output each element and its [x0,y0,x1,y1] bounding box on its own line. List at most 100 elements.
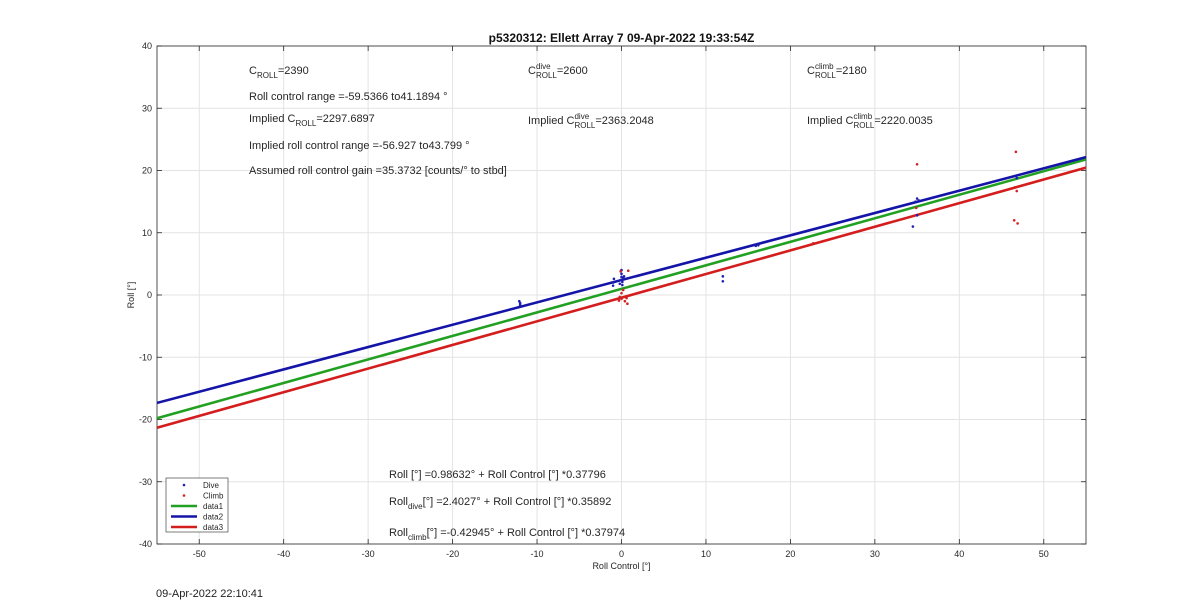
point-climb-10 [811,242,815,245]
legend-label-dive: Dive [203,481,220,490]
svg-text:climb: climb [815,62,834,71]
point-dive-17 [754,244,758,248]
legend-marker-climb [182,494,186,497]
point-climb-8 [626,269,630,273]
point-climb-17 [1016,222,1019,225]
svg-text:ROLL: ROLL [853,121,874,130]
x-tick-label-30: 30 [870,549,880,559]
svg-text:=2390: =2390 [278,65,309,77]
annot-gain: Assumed roll control gain =35.3732 [coun… [249,165,507,177]
x-tick-label-50: 50 [1039,549,1049,559]
x-tick-label-20: 20 [785,549,795,559]
point-climb-0 [617,299,621,302]
point-climb-11 [915,162,919,166]
svg-text:ROLL: ROLL [574,121,595,130]
svg-text:[°] =-0.42945° + Roll Control: [°] =-0.42945° + Roll Control [°] *0.379… [427,527,625,539]
y-tick-label-40: 40 [142,41,152,51]
svg-text:=2363.2048: =2363.2048 [595,115,653,127]
y-tick-label--40: -40 [139,539,152,549]
y-tick-label--10: -10 [139,352,152,362]
x-tick-label-10: 10 [701,549,711,559]
svg-text:dive: dive [536,62,551,71]
svg-text:climb: climb [408,533,427,542]
annot-implied-range: Implied roll control range =-56.927 to43… [249,140,470,152]
svg-text:=2600: =2600 [557,65,588,77]
annot-fit-climb: Roll climb [°] =-0.42945° + Roll Control … [389,527,625,542]
point-dive-22 [917,199,921,202]
point-dive-4 [611,281,615,284]
svg-text:C: C [249,65,257,77]
svg-text:=2297.6897: =2297.6897 [316,113,374,125]
point-dive-5 [612,277,616,281]
annot-implied-c-roll: Implied C ROLL =2297.6897 [249,113,375,128]
svg-text:Implied C: Implied C [249,113,296,125]
point-climb-13 [1014,150,1018,154]
point-dive-19 [911,225,915,228]
svg-text:dive: dive [408,502,423,511]
point-dive-23 [915,214,919,217]
point-climb-3 [620,297,623,301]
svg-text:C: C [528,65,536,77]
annot-fit-dive: Roll dive [°] =2.4027° + Roll Control [°]… [389,496,611,511]
x-axis-label: Roll Control [°] [592,561,650,571]
legend-label-data2: data2 [203,513,224,522]
point-climb-16 [1012,219,1016,222]
point-climb-5 [623,299,627,303]
point-dive-9 [620,272,623,276]
point-climb-7 [626,302,629,306]
svg-text:ROLL: ROLL [815,71,836,80]
point-dive-20 [914,200,917,203]
point-dive-11 [621,280,624,284]
point-climb-4 [621,288,625,292]
svg-text:Implied C: Implied C [528,115,575,127]
svg-text:climb: climb [853,112,872,121]
legend-marker-dive [182,483,186,487]
point-dive-21 [915,197,919,200]
legend-label-climb: Climb [203,492,224,501]
point-dive-1 [518,303,522,307]
y-tick-label-30: 30 [142,103,152,113]
y-tick-label--20: -20 [139,415,152,425]
svg-text:Implied C: Implied C [807,115,854,127]
annot-c-roll: C ROLL =2390 [249,65,309,80]
point-dive-15 [721,280,725,283]
point-climb-6 [625,296,628,300]
point-dive-18 [757,243,760,247]
point-climb-9 [619,270,622,273]
series-line-data1 [157,158,1086,420]
annot-fit-all: Roll [°] =0.98632° + Roll Control [°] *0… [389,469,606,481]
x-tick-label--50: -50 [193,549,206,559]
svg-text:dive: dive [574,112,589,121]
svg-text:[°] =2.4027° + Roll Control [°: [°] =2.4027° + Roll Control [°] *0.35892 [423,496,612,508]
y-tick-label-0: 0 [147,290,152,300]
svg-text:ROLL: ROLL [295,119,316,128]
x-tick-label-0: 0 [619,549,624,559]
svg-text:C: C [807,65,815,77]
y-tick-label-20: 20 [142,166,152,176]
point-climb-12 [914,206,918,210]
chart-title: p5320312: Ellett Array 7 09-Apr-2022 19:… [489,31,755,45]
svg-text:=2220.0035: =2220.0035 [874,115,932,127]
y-axis-label: Roll [°] [126,282,136,309]
point-dive-24 [1015,176,1019,180]
footer-timestamp: 09-Apr-2022 22:10:41 [156,588,264,600]
point-dive-2 [518,301,522,305]
point-dive-16 [721,275,725,278]
point-dive-14 [622,275,626,278]
x-tick-label-40: 40 [954,549,964,559]
point-dive-10 [621,283,624,287]
x-tick-label--40: -40 [277,549,290,559]
x-tick-label--20: -20 [446,549,459,559]
point-dive-7 [619,278,622,282]
annot-roll-range: Roll control range =-59.5366 to41.1894 ° [249,91,448,103]
point-climb-15 [1015,189,1019,193]
point-climb-2 [620,291,623,295]
point-climb-14 [1013,186,1017,189]
svg-text:ROLL: ROLL [536,71,557,80]
legend-label-data3: data3 [203,523,224,532]
y-tick-label--30: -30 [139,477,152,487]
